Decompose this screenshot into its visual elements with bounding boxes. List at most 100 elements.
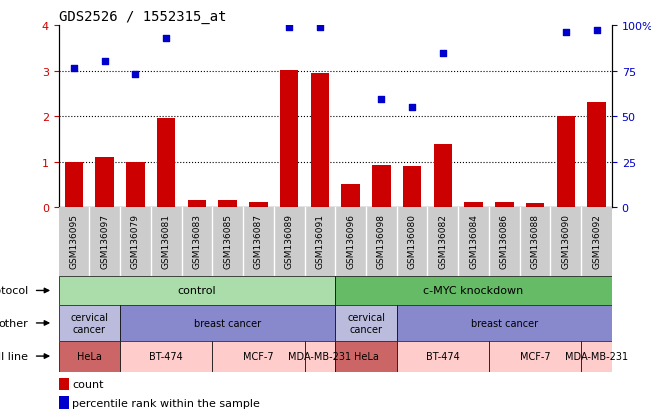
Bar [489, 341, 581, 372]
Bar [372, 166, 391, 208]
Bar [305, 208, 335, 276]
Bar [89, 208, 120, 276]
Point [591, 27, 602, 34]
Bar [581, 341, 612, 372]
Bar [428, 208, 458, 276]
Text: GSM136091: GSM136091 [315, 213, 324, 268]
Bar [151, 208, 182, 276]
Text: GSM136090: GSM136090 [561, 213, 570, 268]
Bar [64, 162, 83, 208]
Bar [280, 71, 298, 208]
Point [407, 104, 417, 111]
Bar [581, 208, 612, 276]
Text: cervical
cancer: cervical cancer [70, 312, 108, 334]
Text: GSM136086: GSM136086 [500, 213, 509, 268]
Bar [212, 208, 243, 276]
Point [100, 58, 110, 65]
Text: percentile rank within the sample: percentile rank within the sample [72, 398, 260, 408]
Bar [551, 208, 581, 276]
Bar [311, 74, 329, 208]
Bar [495, 202, 514, 208]
Text: GSM136096: GSM136096 [346, 213, 355, 268]
Bar [120, 306, 335, 341]
Bar [587, 102, 606, 208]
Bar [59, 306, 120, 341]
Text: breast cancer: breast cancer [471, 318, 538, 328]
Bar [396, 306, 612, 341]
Point [161, 36, 171, 42]
Text: control: control [178, 286, 216, 296]
Bar [557, 117, 575, 208]
Text: MDA-MB-231: MDA-MB-231 [288, 351, 352, 361]
Bar [335, 341, 396, 372]
Bar [396, 208, 428, 276]
Text: GSM136089: GSM136089 [284, 213, 294, 268]
Bar [305, 341, 335, 372]
Text: HeLa: HeLa [353, 351, 378, 361]
Bar [403, 167, 421, 208]
Bar [274, 208, 305, 276]
Text: MCF-7: MCF-7 [243, 351, 273, 361]
Bar [396, 341, 489, 372]
Bar [458, 208, 489, 276]
Bar [187, 201, 206, 208]
Text: breast cancer: breast cancer [194, 318, 261, 328]
Text: cervical
cancer: cervical cancer [347, 312, 385, 334]
Text: HeLa: HeLa [77, 351, 102, 361]
Bar [120, 341, 212, 372]
Text: GSM136098: GSM136098 [377, 213, 386, 268]
Bar [434, 145, 452, 208]
Bar [335, 208, 366, 276]
Bar [335, 306, 396, 341]
Bar [120, 208, 151, 276]
Point [284, 25, 294, 32]
Bar [219, 201, 237, 208]
Bar [59, 208, 89, 276]
Bar [59, 378, 68, 390]
Text: GSM136087: GSM136087 [254, 213, 263, 268]
Text: GSM136095: GSM136095 [70, 213, 79, 268]
Bar [489, 208, 519, 276]
Text: BT-474: BT-474 [149, 351, 183, 361]
Bar [182, 208, 212, 276]
Text: GSM136085: GSM136085 [223, 213, 232, 268]
Point [376, 96, 387, 103]
Point [69, 66, 79, 73]
Text: GSM136088: GSM136088 [531, 213, 540, 268]
Bar [341, 185, 360, 208]
Text: BT-474: BT-474 [426, 351, 460, 361]
Bar [249, 202, 268, 208]
Text: GSM136097: GSM136097 [100, 213, 109, 268]
Point [130, 72, 141, 78]
Text: other: other [0, 318, 28, 328]
Bar [59, 276, 335, 306]
Text: GSM136081: GSM136081 [161, 213, 171, 268]
Bar [335, 276, 612, 306]
Bar [366, 208, 396, 276]
Bar [96, 158, 114, 208]
Bar [59, 341, 120, 372]
Text: GDS2526 / 1552315_at: GDS2526 / 1552315_at [59, 9, 226, 24]
Bar [243, 208, 274, 276]
Bar [157, 119, 175, 208]
Text: MDA-MB-231: MDA-MB-231 [565, 351, 628, 361]
Text: cell line: cell line [0, 351, 28, 361]
Bar [126, 162, 145, 208]
Text: GSM136092: GSM136092 [592, 213, 601, 268]
Text: protocol: protocol [0, 286, 28, 296]
Point [437, 51, 448, 57]
Text: MCF-7: MCF-7 [519, 351, 550, 361]
Text: GSM136079: GSM136079 [131, 213, 140, 268]
Bar [519, 208, 551, 276]
Text: GSM136080: GSM136080 [408, 213, 417, 268]
Text: GSM136084: GSM136084 [469, 213, 478, 268]
Text: count: count [72, 379, 104, 389]
Bar [212, 341, 305, 372]
Bar [464, 202, 483, 208]
Bar [59, 396, 68, 409]
Text: GSM136082: GSM136082 [438, 213, 447, 268]
Point [561, 29, 571, 36]
Text: c-MYC knockdown: c-MYC knockdown [424, 286, 523, 296]
Point [314, 25, 325, 32]
Bar [526, 203, 544, 208]
